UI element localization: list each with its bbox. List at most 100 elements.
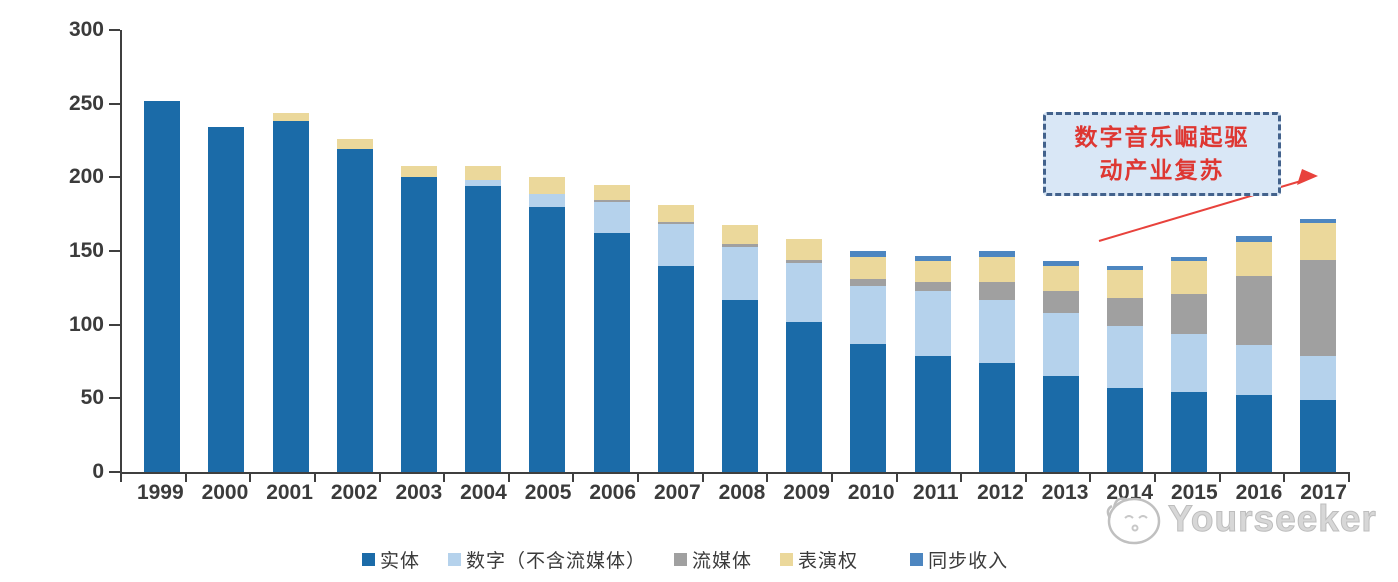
bar-column-2006 xyxy=(579,30,643,472)
yourseeker-logo-icon xyxy=(1106,497,1161,545)
bar-segment-physical xyxy=(272,121,309,472)
x-tick-label-2003: 2003 xyxy=(395,481,443,504)
bar-segment-performance-rights xyxy=(978,256,1015,282)
x-tick-label-2002: 2002 xyxy=(330,481,378,504)
legend: 实体 数字（不含流媒体） 流媒体 表演权 同步收入 xyxy=(362,546,1008,573)
legend-item-streaming: 流媒体 xyxy=(674,546,752,573)
x-tick-label-2009: 2009 xyxy=(783,481,830,504)
bar-stack xyxy=(208,127,245,472)
legend-label-streaming: 流媒体 xyxy=(692,551,753,572)
bar-segment-performance-rights xyxy=(657,205,694,222)
y-tick-mark xyxy=(109,102,120,105)
bar-segment-physical xyxy=(978,363,1015,472)
bar-segment-streaming xyxy=(978,281,1015,300)
y-tick-mark xyxy=(109,29,120,31)
x-tick-label-2007: 2007 xyxy=(653,481,701,504)
bars-container xyxy=(122,30,1350,472)
annotation-box: 数字音乐崛起驱 动产业复苏 xyxy=(1043,112,1281,196)
bar-column-2000 xyxy=(194,30,258,472)
annotation-text-line2: 动产业复苏 xyxy=(1099,157,1225,183)
bar-segment-digital-ex-streaming xyxy=(1299,355,1336,400)
x-tick-mark xyxy=(443,474,446,482)
bar-segment-digital-ex-streaming xyxy=(1042,312,1079,377)
watermark-text: Yourseeker xyxy=(1168,498,1377,540)
bar-segment-physical xyxy=(593,233,630,472)
bar-segment-digital-ex-streaming xyxy=(786,262,823,322)
x-tick-mark xyxy=(637,474,640,482)
bar-column-2004 xyxy=(451,30,515,472)
bar-segment-physical xyxy=(786,321,823,472)
bar-stack xyxy=(978,251,1015,472)
bar-column-2007 xyxy=(644,30,708,472)
bar-segment-digital-ex-streaming xyxy=(850,286,887,344)
bar-stack xyxy=(914,255,951,472)
bar-stack xyxy=(593,184,630,472)
bar-segment-physical xyxy=(144,100,181,472)
legend-swatch-streaming xyxy=(674,553,688,566)
bar-segment-physical xyxy=(336,149,373,472)
legend-label-performance-rights: 表演权 xyxy=(798,551,859,572)
y-tick-label: 50 xyxy=(80,386,104,410)
x-tick-mark xyxy=(766,474,769,482)
bar-stack xyxy=(786,239,823,472)
x-tick-label-2016: 2016 xyxy=(1235,481,1283,504)
y-tick-label: 200 xyxy=(68,165,104,189)
y-tick-mark xyxy=(109,471,120,473)
bar-segment-streaming xyxy=(786,259,823,263)
bar-segment-performance-rights xyxy=(465,165,502,181)
x-tick-mark xyxy=(1348,474,1350,482)
bar-segment-sync-revenue xyxy=(978,251,1015,257)
bar-column-2012 xyxy=(965,30,1029,472)
bar-segment-digital-ex-streaming xyxy=(914,290,951,356)
y-tick-label: 100 xyxy=(68,312,104,336)
bar-column-2001 xyxy=(258,30,322,472)
x-tick-label-2015: 2015 xyxy=(1170,481,1218,504)
bar-segment-physical xyxy=(465,186,502,472)
y-tick-label: 0 xyxy=(92,460,104,483)
bar-segment-digital-ex-streaming xyxy=(1171,333,1208,393)
bar-segment-digital-ex-streaming xyxy=(721,246,758,300)
bar-segment-sync-revenue xyxy=(850,250,887,257)
x-tick-label-2017: 2017 xyxy=(1300,481,1347,504)
bar-stack xyxy=(1171,256,1208,472)
bar-segment-physical xyxy=(1171,392,1208,472)
bar-segment-physical xyxy=(1107,388,1144,472)
bar-segment-performance-rights xyxy=(529,177,566,194)
x-tick-label-2013: 2013 xyxy=(1041,481,1089,504)
x-tick-mark xyxy=(572,474,575,482)
bar-stack xyxy=(1107,265,1144,472)
bar-column-2010 xyxy=(836,30,900,472)
x-tick-label-2008: 2008 xyxy=(718,481,766,504)
bar-segment-performance-rights xyxy=(850,256,887,279)
bar-segment-digital-ex-streaming xyxy=(1107,326,1144,388)
x-tick-mark xyxy=(1283,474,1286,482)
bar-column-2015 xyxy=(1157,30,1221,472)
x-tick-label-2010: 2010 xyxy=(847,481,895,504)
bar-stack xyxy=(657,205,694,472)
x-tick-mark xyxy=(249,474,252,482)
bar-segment-performance-rights xyxy=(272,112,309,122)
bar-segment-performance-rights xyxy=(1107,270,1144,299)
bar-segment-physical xyxy=(721,299,758,472)
bar-segment-streaming xyxy=(1235,276,1272,346)
bar-segment-performance-rights xyxy=(786,239,823,260)
bar-column-2011 xyxy=(900,30,964,472)
x-tick-label-1999: 1999 xyxy=(136,481,184,504)
bar-segment-digital-ex-streaming xyxy=(593,202,630,234)
bar-segment-performance-rights xyxy=(336,139,373,150)
x-tick-mark xyxy=(184,474,187,482)
bar-stack xyxy=(400,165,437,472)
x-tick-mark xyxy=(378,474,381,482)
bar-segment-streaming xyxy=(1299,259,1336,356)
bar-segment-performance-rights xyxy=(1171,261,1208,294)
bar-column-2002 xyxy=(323,30,387,472)
bar-segment-streaming xyxy=(1042,290,1079,313)
legend-item-digital-ex-streaming: 数字（不含流媒体） xyxy=(448,546,646,573)
bar-column-2003 xyxy=(387,30,451,472)
bar-segment-digital-ex-streaming xyxy=(978,299,1015,363)
bar-segment-performance-rights xyxy=(593,184,630,200)
x-tick-label-2001: 2001 xyxy=(266,481,313,504)
bar-segment-digital-ex-streaming xyxy=(529,193,566,207)
bar-segment-physical xyxy=(400,177,437,472)
bar-segment-physical xyxy=(208,127,245,472)
